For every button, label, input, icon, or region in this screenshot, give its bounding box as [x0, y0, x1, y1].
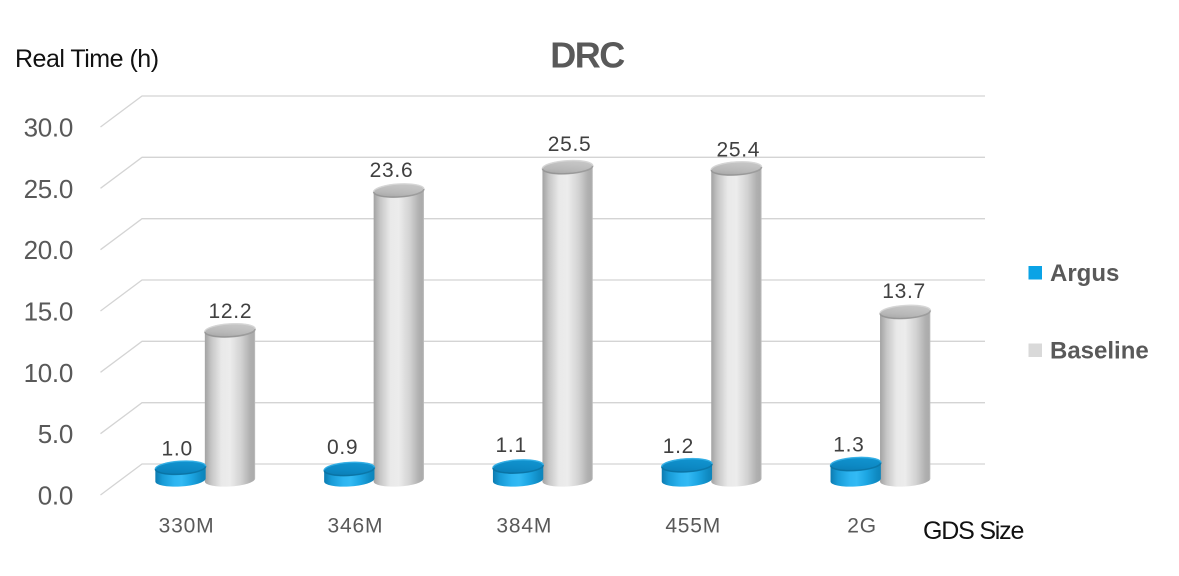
- svg-text:Real Time (h): Real Time (h): [15, 45, 159, 73]
- svg-text:25.5: 25.5: [548, 133, 592, 156]
- svg-text:Argus: Argus: [1050, 260, 1119, 287]
- svg-text:12.2: 12.2: [209, 300, 253, 323]
- svg-text:1.1: 1.1: [496, 434, 527, 457]
- svg-text:GDS Size: GDS Size: [923, 517, 1023, 545]
- svg-text:23.6: 23.6: [370, 159, 414, 182]
- svg-text:384M: 384M: [496, 515, 552, 538]
- svg-text:346M: 346M: [328, 515, 384, 538]
- svg-text:10.0: 10.0: [24, 358, 73, 388]
- svg-text:0.0: 0.0: [38, 481, 73, 511]
- svg-text:455M: 455M: [665, 515, 721, 538]
- svg-text:330M: 330M: [159, 515, 215, 538]
- svg-text:0.9: 0.9: [327, 436, 358, 459]
- svg-text:DRC: DRC: [550, 35, 625, 76]
- svg-text:15.0: 15.0: [24, 297, 73, 327]
- svg-text:30.0: 30.0: [24, 113, 73, 143]
- svg-text:1.0: 1.0: [162, 437, 193, 460]
- svg-text:Baseline: Baseline: [1050, 338, 1149, 365]
- svg-text:25.0: 25.0: [24, 174, 73, 204]
- svg-text:25.4: 25.4: [716, 138, 760, 161]
- svg-text:5.0: 5.0: [38, 419, 73, 449]
- svg-text:20.0: 20.0: [24, 235, 73, 265]
- svg-text:1.2: 1.2: [663, 435, 694, 458]
- svg-text:1.3: 1.3: [833, 434, 864, 457]
- svg-text:2G: 2G: [847, 515, 877, 538]
- svg-text:13.7: 13.7: [882, 280, 926, 303]
